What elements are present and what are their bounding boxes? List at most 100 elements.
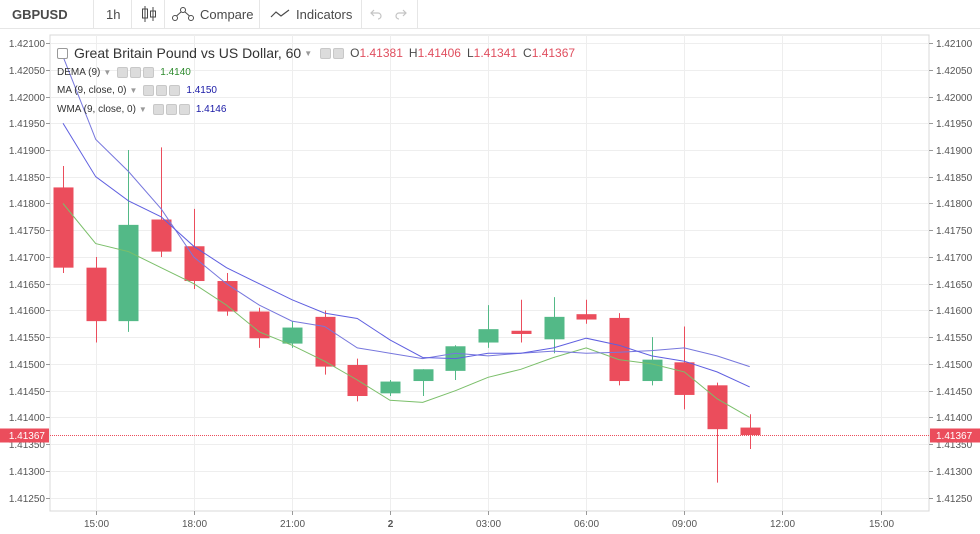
- chevron-down-icon[interactable]: ▼: [304, 48, 313, 58]
- candlestick-icon: [142, 6, 156, 22]
- candle-body: [249, 311, 270, 339]
- y-tick-label-right: 1.41450: [936, 387, 973, 398]
- candle-body: [86, 267, 107, 322]
- compare-icon: [172, 7, 194, 21]
- x-tick-label: 15:00: [869, 519, 894, 530]
- candle-body: [544, 316, 565, 340]
- y-tick-label-left: 1.41900: [9, 146, 46, 157]
- settings-icon[interactable]: [333, 47, 345, 59]
- x-tick-label: 18:00: [182, 519, 207, 530]
- y-tick-label-left: 1.42100: [9, 39, 46, 50]
- compare-label: Compare: [200, 6, 254, 22]
- plot-frame: [49, 34, 930, 512]
- chart-type-button[interactable]: [141, 0, 157, 28]
- interval-selector[interactable]: 1h: [106, 6, 121, 22]
- last-price-tag-right: [930, 428, 980, 443]
- ohlc-low-value: 1.41341: [473, 46, 518, 60]
- ohlc-low-label: L: [466, 46, 474, 60]
- legend-title: Great Britain Pound vs US Dollar, 60: [74, 45, 302, 61]
- last-price-tag-left: [0, 428, 49, 443]
- ohlc-high-value: 1.41406: [417, 46, 461, 60]
- y-tick-label-right: 1.41600: [936, 306, 973, 317]
- candle-body: [609, 317, 630, 382]
- candle-body: [707, 385, 728, 430]
- y-tick-label-right: 1.41900: [936, 146, 973, 157]
- y-tick-label-right: 1.41750: [936, 226, 973, 237]
- candle-body: [674, 362, 695, 395]
- x-tick-label: 09:00: [672, 519, 697, 530]
- y-tick-label-left: 1.41500: [9, 360, 46, 371]
- settings-icon[interactable]: [130, 67, 142, 78]
- y-tick-label-right: 1.41800: [936, 199, 973, 210]
- indicator-name: MA (9, close, 0): [57, 85, 127, 96]
- indicator-value: 1.4146: [195, 104, 227, 115]
- y-tick-label-left: 1.42000: [9, 93, 46, 104]
- y-tick-label-left: 1.42050: [9, 66, 46, 77]
- close-icon[interactable]: [169, 85, 181, 96]
- y-tick-label-left: 1.41600: [9, 306, 46, 317]
- chevron-down-icon[interactable]: ▼: [103, 68, 112, 77]
- chevron-down-icon[interactable]: ▼: [129, 86, 138, 95]
- price-chart[interactable]: 1.42100 1.42100 1.42050 1.42050 1.42000 1.420…: [0, 30, 980, 534]
- close-icon[interactable]: [178, 104, 190, 115]
- y-tick-label-right: 1.42100: [936, 39, 973, 50]
- visibility-icon[interactable]: [320, 47, 332, 59]
- compare-button[interactable]: Compare: [171, 0, 253, 28]
- y-tick-label-left: 1.41850: [9, 173, 46, 184]
- symbol-selector[interactable]: GBPUSD: [12, 6, 68, 22]
- y-tick-label-left: 1.41300: [9, 467, 46, 478]
- wma-line: [62, 122, 750, 388]
- x-tick-label: 21:00: [280, 519, 305, 530]
- legend-indicator-ma[interactable]: MA (9, close, 0) ▼ 1.4150: [57, 85, 217, 96]
- y-tick-label-right: 1.41400: [936, 413, 973, 424]
- y-tick-label-left: 1.41350: [9, 440, 46, 451]
- x-tick-label: 06:00: [574, 519, 599, 530]
- x-tick-label: 12:00: [770, 519, 795, 530]
- indicators-button[interactable]: Indicators: [270, 0, 352, 28]
- y-tick-label-right: 1.41550: [936, 333, 973, 344]
- settings-icon[interactable]: [156, 85, 168, 96]
- y-tick-label-right: 1.41300: [936, 467, 973, 478]
- candle-body: [184, 246, 205, 282]
- y-tick-label-right: 1.42050: [936, 66, 973, 77]
- dema-line: [62, 203, 750, 418]
- y-tick-label-right: 1.41700: [936, 253, 973, 264]
- last-price-label-right: 1.41367: [936, 431, 973, 442]
- visibility-icon[interactable]: [143, 85, 155, 96]
- toolbar-divider: [93, 0, 94, 28]
- x-tick-label: 2: [388, 519, 394, 530]
- candle-body: [217, 281, 238, 312]
- y-tick-label-left: 1.41400: [9, 413, 46, 424]
- chart-area[interactable]: 1.42100 1.42100 1.42050 1.42050 1.42000 1.420…: [0, 30, 980, 534]
- candle-body: [151, 219, 172, 252]
- top-toolbar: GBPUSD 1h Compare Indicators: [0, 0, 980, 29]
- legend-indicator-dema[interactable]: DEMA (9) ▼ 1.4140: [57, 67, 191, 78]
- redo-button[interactable]: [394, 0, 408, 28]
- indicators-label: Indicators: [296, 6, 353, 22]
- candle-body: [118, 224, 139, 322]
- legend-main: Great Britain Pound vs US Dollar, 60 ▼ O…: [57, 45, 575, 61]
- indicator-name: WMA (9, close, 0): [57, 104, 136, 115]
- candle-body: [282, 327, 303, 344]
- undo-button[interactable]: [369, 0, 383, 28]
- collapse-icon[interactable]: [57, 47, 68, 59]
- indicator-name: DEMA (9): [57, 67, 101, 78]
- x-tick-label: 03:00: [476, 519, 501, 530]
- visibility-icon[interactable]: [117, 67, 129, 78]
- settings-icon[interactable]: [165, 104, 177, 115]
- legend-indicator-wma[interactable]: WMA (9, close, 0) ▼ 1.4146: [57, 104, 226, 115]
- y-tick-label-right: 1.41350: [936, 440, 973, 451]
- ohlc-close-label: C: [523, 46, 532, 60]
- indicator-value: 1.4150: [186, 85, 217, 96]
- y-tick-label-left: 1.41750: [9, 226, 46, 237]
- candle-body: [413, 369, 434, 382]
- x-tick-label: 15:00: [84, 519, 109, 530]
- close-icon[interactable]: [143, 67, 155, 78]
- candle-body: [511, 330, 532, 334]
- candle-body: [576, 314, 597, 320]
- y-tick-label-left: 1.41250: [9, 494, 46, 505]
- candle-body: [315, 316, 336, 367]
- chevron-down-icon[interactable]: ▼: [138, 105, 147, 114]
- visibility-icon[interactable]: [152, 104, 164, 115]
- y-tick-label-left: 1.41450: [9, 387, 46, 398]
